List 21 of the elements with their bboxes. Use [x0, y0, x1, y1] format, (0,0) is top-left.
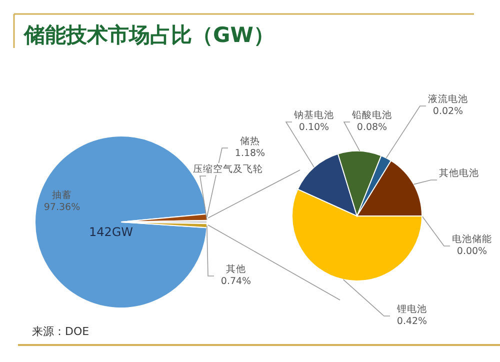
- text: 142GW: [88, 225, 134, 239]
- data-label: 1.18%: [234, 148, 266, 159]
- slice-label: 储热: [240, 135, 260, 147]
- slice-label: 其他电池: [439, 167, 479, 179]
- category-label: 电池储能: [452, 234, 492, 245]
- data-label: 0.08%: [356, 122, 388, 133]
- text: 0.00%: [456, 246, 488, 257]
- data-label: 0.02%: [432, 106, 464, 117]
- chart-title: 储能技术市场占比（GW）: [23, 23, 274, 47]
- data-label: 0.42%: [396, 316, 428, 327]
- slice-label: 锂电池: [396, 303, 427, 315]
- data-label: 0.74%: [220, 276, 252, 287]
- slice-label: 抽蓄: [52, 189, 72, 201]
- source-note: 来源：DOE: [32, 325, 90, 338]
- slice-label: 液流电池: [428, 93, 468, 105]
- slice-label: 其他: [226, 263, 246, 275]
- data-label: 0.10%: [298, 122, 330, 133]
- slice-label: 铅酸电池: [351, 109, 392, 121]
- category-label: 压缩空气及飞轮: [193, 164, 263, 175]
- data-label: 97.36%: [44, 202, 80, 213]
- slice-label: 钠基电池: [293, 109, 334, 121]
